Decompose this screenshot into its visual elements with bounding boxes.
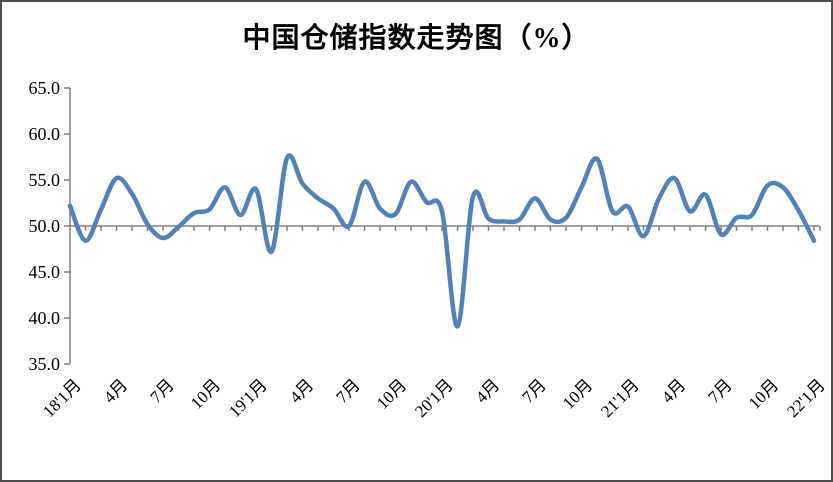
- x-tick-label: 7月: [332, 375, 363, 406]
- y-axis: 65.0 60.0 55.0 50.0 45.0 40.0 35.0: [29, 78, 71, 374]
- x-tick-label: 4月: [100, 375, 131, 406]
- y-tick-label: 35.0: [29, 354, 61, 374]
- index-trend-line: [67, 153, 817, 329]
- x-tick-label: 22'1月: [783, 375, 829, 421]
- x-tick-label: 7月: [518, 375, 549, 406]
- x-tick-label: 4月: [472, 375, 503, 406]
- chart-title: 中国仓储指数走势图（%）: [242, 23, 591, 54]
- x-tick-label: 20'1月: [411, 375, 457, 421]
- y-tick-label: 50.0: [29, 216, 61, 236]
- x-tick-label: 7月: [146, 375, 177, 406]
- x-tick-label: 7月: [704, 375, 735, 406]
- x-tick-label: 10月: [559, 375, 596, 412]
- y-tick-label: 45.0: [29, 262, 61, 282]
- x-tick-labels: 18'1月 4月 7月 10月 19'1月 4月 7月 10月 20'1月 4月 7月 10月 21'1…: [39, 375, 829, 421]
- y-tick-label: 65.0: [29, 78, 61, 98]
- y-tick-label: 60.0: [29, 124, 61, 144]
- x-tick-label: 4月: [658, 375, 689, 406]
- x-tick-label: 18'1月: [39, 375, 85, 421]
- y-tick-label: 55.0: [29, 170, 61, 190]
- x-tick-label: 19'1月: [225, 375, 271, 421]
- x-tick-label: 10月: [745, 375, 782, 412]
- x-tick-label: 4月: [286, 375, 317, 406]
- x-tick-label: 10月: [373, 375, 410, 412]
- x-tick-label: 21'1月: [597, 375, 643, 421]
- x-tick-label: 10月: [187, 375, 224, 412]
- y-tick-label: 40.0: [29, 308, 61, 328]
